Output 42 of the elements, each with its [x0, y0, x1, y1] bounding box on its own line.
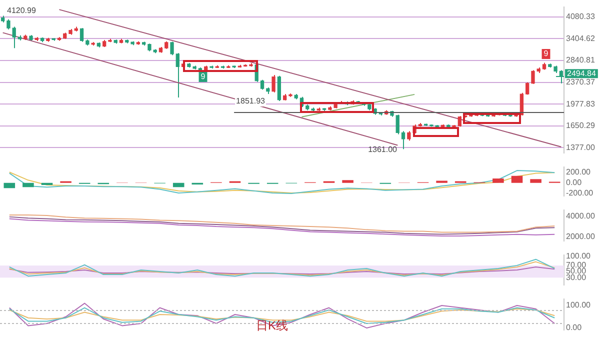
- candlestick: [396, 114, 400, 135]
- y-tick-label: 3404.62: [566, 34, 596, 43]
- bar: [172, 182, 184, 188]
- y-tick-label: 2000.00: [566, 232, 596, 242]
- y-tick-label: 1650.29: [566, 121, 596, 130]
- candlestick: [6, 18, 10, 30]
- annotation: 4120.99: [7, 6, 36, 16]
- candlestick: [531, 70, 535, 84]
- y-tick-label: 1977.83: [566, 99, 596, 108]
- y-tick-label: 200.00: [566, 167, 592, 176]
- candlestick: [12, 26, 16, 49]
- bar: [530, 179, 542, 183]
- bar: [4, 182, 16, 188]
- candlestick: [458, 116, 462, 128]
- y-tick-label: 2370.37: [566, 78, 596, 87]
- y-tick-label: 4080.33: [566, 12, 596, 22]
- bar: [342, 180, 354, 183]
- bar: [22, 182, 34, 188]
- bar: [511, 176, 523, 183]
- y-tick-label: 4000.00: [566, 211, 596, 220]
- annotation: 9: [200, 72, 206, 82]
- y-tick-label: 0.00: [566, 323, 582, 332]
- candlestick: [170, 41, 174, 56]
- candlestick: [260, 79, 264, 90]
- annotation: 1361.00: [368, 145, 398, 154]
- bar: [492, 178, 504, 183]
- y-tick-label: 100.00: [566, 252, 592, 261]
- text: 2494.84: [567, 68, 596, 78]
- annotation: 9: [544, 49, 549, 58]
- y-tick-label: 2840.81: [566, 56, 596, 65]
- candlestick: [272, 74, 276, 93]
- y-tick-label: 0.00: [566, 178, 582, 188]
- candlestick: [526, 82, 530, 96]
- candlestick: [401, 130, 406, 150]
- candlestick: [407, 130, 411, 142]
- candlestick: [277, 75, 282, 102]
- ref-line-label: 1851.93: [236, 96, 266, 106]
- y-tick-label: 1377.00: [566, 142, 596, 152]
- y-tick-label: -200.00: [566, 188, 594, 198]
- candlestick: [176, 52, 180, 98]
- candlestick: [80, 28, 84, 42]
- y-tick-label: 100.00: [566, 300, 592, 310]
